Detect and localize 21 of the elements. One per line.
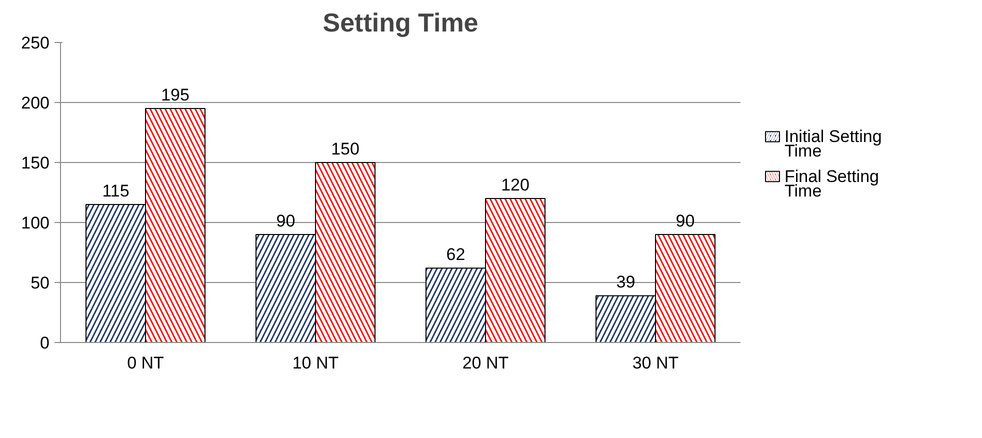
y-tick-label: 100	[21, 214, 50, 232]
data-label: 115	[102, 182, 130, 200]
legend-label: Final Setting Time	[784, 167, 879, 200]
data-label: 90	[676, 212, 695, 230]
y-tick-label: 200	[21, 94, 50, 112]
data-label: 90	[276, 212, 296, 230]
data-label: 120	[501, 176, 530, 194]
legend-label: Initial Setting Time	[784, 127, 882, 161]
chart-title: Setting Time	[322, 8, 478, 38]
data-label: 62	[446, 245, 466, 264]
x-tick-label: 20 NT	[462, 354, 509, 372]
y-tick-label: 50	[30, 274, 50, 292]
y-tick-label: 250	[21, 34, 50, 52]
y-tick-label: 0	[40, 334, 50, 352]
data-label: 195	[161, 86, 190, 104]
x-tick-label: 10 NT	[292, 354, 339, 372]
data-label: 39	[616, 272, 636, 292]
x-tick-label: 0 NT	[127, 354, 164, 372]
x-tick-label: 30 NT	[632, 354, 679, 372]
data-label: 150	[331, 140, 360, 158]
y-tick-label: 150	[21, 154, 50, 172]
